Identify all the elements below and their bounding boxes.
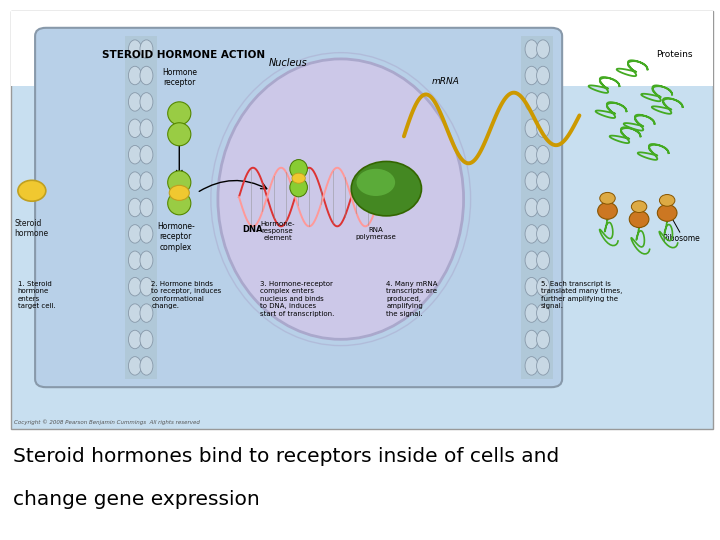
Text: Ribosome: Ribosome (662, 234, 700, 244)
Ellipse shape (536, 225, 549, 243)
Ellipse shape (536, 251, 549, 269)
Text: change gene expression: change gene expression (13, 490, 260, 509)
Ellipse shape (128, 356, 141, 375)
Text: 5. Each transcript is
translated many times,
further amplifying the
signal.: 5. Each transcript is translated many ti… (541, 281, 622, 309)
Ellipse shape (536, 198, 549, 217)
FancyBboxPatch shape (11, 11, 713, 429)
Ellipse shape (525, 40, 538, 58)
Ellipse shape (525, 278, 538, 296)
Bar (11, 11, 713, 86)
Ellipse shape (128, 330, 141, 349)
Ellipse shape (598, 202, 617, 219)
Ellipse shape (128, 93, 141, 111)
Ellipse shape (128, 225, 141, 243)
Ellipse shape (525, 119, 538, 138)
Text: 4. Many mRNA
transcripts are
produced,
amplifying
the signal.: 4. Many mRNA transcripts are produced, a… (387, 281, 438, 317)
Text: 2. Hormone binds
to receptor, induces
conformational
change.: 2. Hormone binds to receptor, induces co… (151, 281, 222, 309)
Ellipse shape (351, 161, 421, 216)
Ellipse shape (536, 304, 549, 322)
Ellipse shape (128, 145, 141, 164)
Ellipse shape (525, 93, 538, 111)
Ellipse shape (600, 192, 615, 204)
Ellipse shape (128, 172, 141, 190)
Text: mRNA: mRNA (432, 77, 460, 86)
Ellipse shape (536, 172, 549, 190)
Text: RNA
polymerase: RNA polymerase (356, 227, 396, 240)
Ellipse shape (168, 171, 191, 194)
Ellipse shape (140, 251, 153, 269)
Ellipse shape (536, 356, 549, 375)
Ellipse shape (525, 225, 538, 243)
Ellipse shape (525, 330, 538, 349)
Circle shape (292, 173, 305, 183)
Ellipse shape (168, 192, 191, 215)
Ellipse shape (140, 66, 153, 85)
Text: Cocyright © 2008 Pearson Benjamin Cummings  All rights reserved: Cocyright © 2008 Pearson Benjamin Cummin… (14, 420, 200, 425)
Ellipse shape (525, 251, 538, 269)
Ellipse shape (128, 198, 141, 217)
Ellipse shape (128, 40, 141, 58)
Text: Proteins: Proteins (656, 50, 693, 59)
Ellipse shape (140, 356, 153, 375)
Ellipse shape (660, 194, 675, 206)
Text: Steroid hormones bind to receptors inside of cells and: Steroid hormones bind to receptors insid… (13, 447, 559, 466)
Ellipse shape (525, 356, 538, 375)
Circle shape (18, 180, 46, 201)
Ellipse shape (536, 93, 549, 111)
Ellipse shape (128, 119, 141, 138)
FancyBboxPatch shape (35, 28, 562, 387)
Text: Steroid
hormone: Steroid hormone (14, 219, 48, 238)
Bar (521, 36, 553, 379)
Ellipse shape (536, 119, 549, 138)
Ellipse shape (290, 178, 307, 197)
Ellipse shape (140, 93, 153, 111)
Ellipse shape (128, 278, 141, 296)
Ellipse shape (168, 102, 191, 125)
Ellipse shape (128, 251, 141, 269)
Ellipse shape (536, 40, 549, 58)
Text: 3. Hormone-receptor
complex enters
nucleus and binds
to DNA, induces
start of tr: 3. Hormone-receptor complex enters nucle… (260, 281, 334, 317)
Ellipse shape (525, 145, 538, 164)
Text: Hormone-
response
element: Hormone- response element (261, 220, 294, 240)
Text: Hormone
receptor: Hormone receptor (162, 68, 197, 87)
Ellipse shape (140, 198, 153, 217)
Ellipse shape (128, 66, 141, 85)
Ellipse shape (218, 59, 464, 339)
Ellipse shape (140, 119, 153, 138)
Ellipse shape (536, 66, 549, 85)
Ellipse shape (525, 66, 538, 85)
Ellipse shape (140, 330, 153, 349)
Ellipse shape (536, 145, 549, 164)
Text: Hormone-
receptor
complex: Hormone- receptor complex (157, 222, 194, 252)
Text: Nucleus: Nucleus (269, 58, 307, 68)
Ellipse shape (525, 304, 538, 322)
Ellipse shape (140, 304, 153, 322)
Ellipse shape (536, 330, 549, 349)
Circle shape (169, 185, 189, 200)
Ellipse shape (168, 123, 191, 146)
Text: STEROID HORMONE ACTION: STEROID HORMONE ACTION (102, 50, 265, 60)
Ellipse shape (290, 160, 307, 178)
Ellipse shape (128, 304, 141, 322)
Ellipse shape (356, 169, 395, 196)
Ellipse shape (629, 211, 649, 227)
Ellipse shape (140, 145, 153, 164)
Ellipse shape (140, 40, 153, 58)
Bar (125, 36, 156, 379)
Ellipse shape (140, 225, 153, 243)
Ellipse shape (631, 201, 647, 213)
Text: DNA: DNA (243, 225, 264, 234)
Ellipse shape (525, 198, 538, 217)
Ellipse shape (140, 172, 153, 190)
Ellipse shape (536, 278, 549, 296)
Ellipse shape (140, 278, 153, 296)
Text: 1. Steroid
hormone
enters
target cell.: 1. Steroid hormone enters target cell. (18, 281, 55, 309)
Ellipse shape (657, 205, 677, 221)
Ellipse shape (525, 172, 538, 190)
